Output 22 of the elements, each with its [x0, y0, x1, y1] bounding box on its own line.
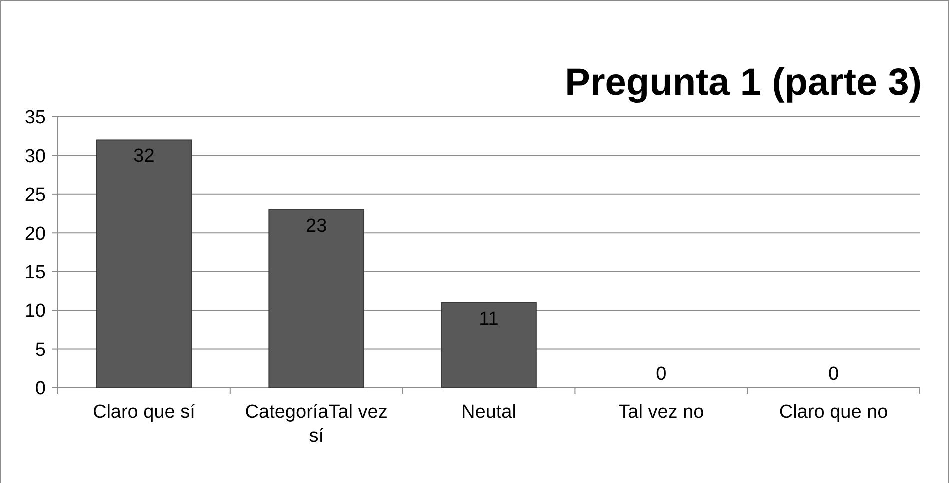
y-tick-label: 25: [24, 185, 46, 206]
data-label: 32: [134, 146, 155, 168]
y-tick-label: 15: [24, 262, 46, 284]
data-label: 23: [306, 216, 328, 237]
x-tick-label: CategoríaTal vez sí: [245, 402, 388, 447]
x-tick-label: Neutal: [462, 402, 516, 423]
x-tick-label: Claro que sí: [92, 402, 196, 423]
y-tick-label: 5: [35, 340, 46, 361]
data-label: 11: [479, 308, 499, 330]
y-tick-label: 10: [24, 301, 46, 322]
bar: [268, 209, 365, 388]
y-tick-label: 35: [24, 108, 46, 129]
bar: [441, 302, 537, 388]
data-label: 0: [828, 364, 840, 385]
chart-title: Pregunta 1 (parte 3): [565, 62, 922, 104]
bar: [96, 140, 192, 388]
y-tick-label: 0: [35, 378, 46, 400]
x-tick-label: Claro que no: [779, 402, 888, 423]
data-label: 0: [656, 364, 667, 385]
y-tick-label: 30: [24, 146, 46, 168]
x-tick-label: Tal vez no: [618, 402, 704, 423]
y-tick-label: 20: [24, 224, 46, 245]
